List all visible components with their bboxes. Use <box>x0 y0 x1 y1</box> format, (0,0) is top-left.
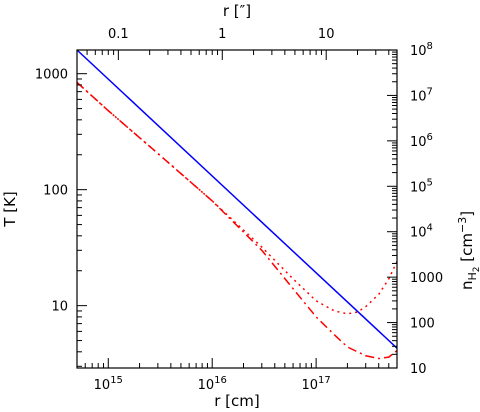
series-line-dashdot <box>76 81 398 360</box>
series-layer <box>76 49 398 360</box>
y-axis-title-left: T [K] <box>1 191 19 227</box>
y-right-tick-label: 104 <box>410 223 433 241</box>
x-top-tick-label: 1 <box>218 27 226 42</box>
x-top-tick-label: 10 <box>318 27 335 42</box>
ylabel-right-unit-close: ] <box>458 211 476 217</box>
plot-frame <box>76 49 398 369</box>
y-tick-label: 10 <box>51 300 68 315</box>
x-tick-label: 1017 <box>301 375 330 393</box>
y-right-tick-label: 100 <box>410 317 435 332</box>
ylabel-right-unit: [cm <box>458 233 476 266</box>
y-right-tick-label: 1000 <box>410 271 443 286</box>
x-axis-title-top: r [″] <box>223 2 251 20</box>
ylabel-right-main: n <box>458 280 476 290</box>
ylabel-right-unit-exp: −3 <box>456 217 469 233</box>
plot-area <box>76 49 398 369</box>
x-top-tick-label: 0.1 <box>108 27 129 42</box>
y-right-tick-label: 105 <box>410 177 433 195</box>
ylabel-right-sub: H <box>466 272 479 280</box>
y-tick-label: 1000 <box>35 68 68 83</box>
y-right-tick-label: 10 <box>410 362 427 377</box>
ticks-layer: 1015 1016 1017 0.1 1 10 10 100 1000 10 100 1000 104 1… <box>35 27 443 393</box>
series-line-solid <box>76 49 398 349</box>
x-tick-label: 1015 <box>94 375 123 393</box>
x-tick-label: 1016 <box>198 375 227 393</box>
x-axis-title-bottom: r [cm] <box>214 392 260 410</box>
ylabel-right-subsub: 2 <box>472 266 480 272</box>
y-axis-title-right: nH2 [cm−3] <box>456 211 480 290</box>
y-right-tick-label: 107 <box>410 86 433 104</box>
y-right-tick-label: 106 <box>410 132 433 150</box>
y-tick-label: 100 <box>43 184 68 199</box>
y-right-tick-label: 108 <box>410 41 433 59</box>
